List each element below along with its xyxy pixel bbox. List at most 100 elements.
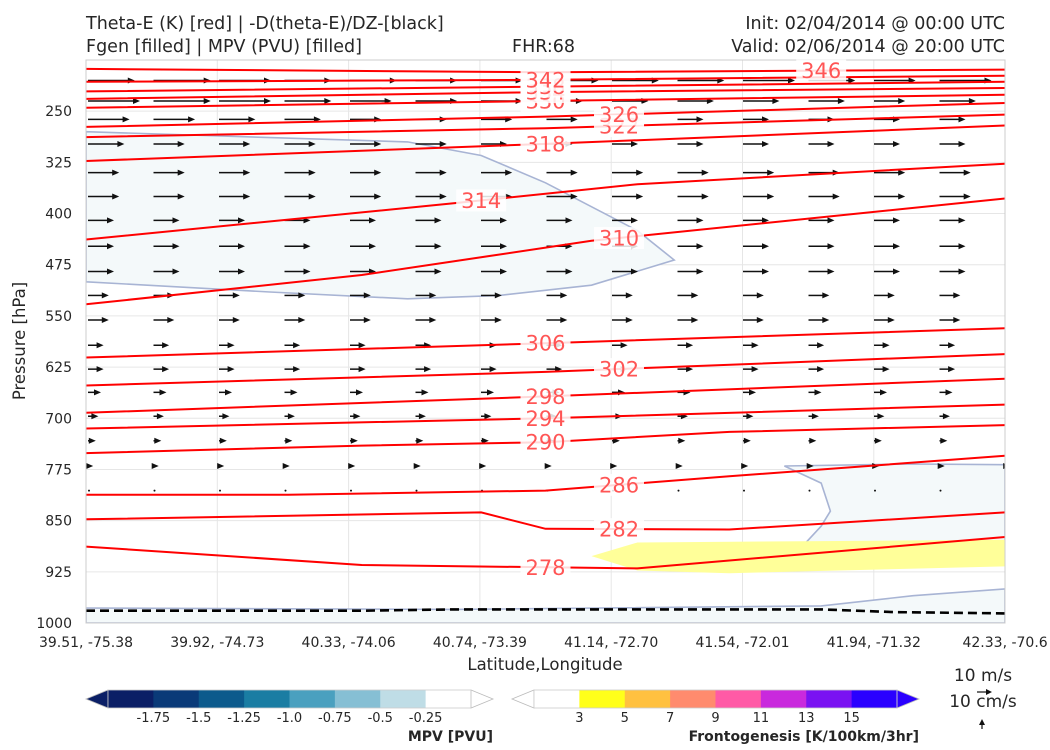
- colorbar-tick-label: 9: [711, 711, 719, 726]
- wind-vector: [874, 169, 906, 176]
- colorbar-segment: [108, 690, 154, 708]
- y-tick-label: 775: [45, 462, 72, 478]
- contour-label-bg: [520, 132, 571, 155]
- wind-vector: [284, 292, 306, 299]
- wind-vector: [415, 317, 437, 324]
- wind-vector: [350, 413, 361, 420]
- wind-vector: [939, 437, 948, 444]
- contour-label: 294: [525, 407, 565, 431]
- wind-vector: [939, 342, 956, 349]
- wind-vector: [284, 413, 295, 420]
- mpv-region: [86, 588, 1005, 623]
- wind-vector: [219, 243, 245, 250]
- wind-vector: [808, 437, 817, 444]
- wind-vector: [939, 169, 971, 176]
- theta-e-contour: [86, 511, 1005, 531]
- contour-label: 278: [525, 556, 565, 580]
- wind-vector: [939, 217, 966, 224]
- wind-vector: [677, 169, 709, 176]
- wind-vector: [808, 389, 822, 396]
- wind-vector: [743, 77, 795, 84]
- contour-label-bg: [520, 556, 571, 579]
- colorbar-tick-label: 15: [843, 711, 860, 726]
- wind-vector: [743, 292, 764, 299]
- colorbar-segment: [425, 690, 472, 708]
- colorbar-segment: [624, 690, 671, 708]
- wind-vector: [1005, 141, 1031, 147]
- wind-vector: [677, 317, 699, 324]
- wind-vector: [939, 389, 953, 396]
- y-tick-label: 625: [45, 360, 72, 376]
- colorbar-tick-label: 5: [621, 711, 629, 726]
- wind-vector: [743, 169, 775, 176]
- wind-vector: [88, 317, 109, 324]
- wind-vector: [743, 489, 745, 492]
- wind-vector: [284, 317, 306, 324]
- colorbar-segment: [198, 690, 245, 708]
- wind-vector: [677, 342, 694, 349]
- wind-vector: [350, 217, 376, 224]
- wind-vector: [481, 217, 507, 224]
- wind-vector: [153, 169, 185, 176]
- wind-vector: [219, 413, 230, 420]
- x-tick-label: 41.54, -72.01: [695, 635, 789, 651]
- wind-vector: [677, 193, 709, 200]
- theta-e-contour: [86, 536, 1005, 570]
- contour-label: 346: [801, 59, 841, 83]
- x-tick-label: 39.51, -75.38: [39, 635, 133, 651]
- wind-vector: [153, 366, 170, 373]
- wind-vector: [741, 463, 749, 470]
- wind-vector: [1005, 170, 1036, 176]
- wind-vector: [153, 317, 175, 324]
- plot-frame: [85, 59, 1006, 624]
- wind-vector: [546, 217, 573, 224]
- wind-vector: [479, 463, 487, 470]
- wind-vector: [677, 116, 704, 123]
- wind-vector: [1005, 116, 1031, 122]
- x-axis-label: Latitude,Longitude: [467, 655, 622, 674]
- wind-vector: [1005, 317, 1026, 323]
- wind-vector: [284, 97, 332, 104]
- wind-vector: [284, 268, 311, 275]
- wind-vector: [88, 116, 130, 123]
- wind-vector: [350, 243, 376, 250]
- title-right-line1: Init: 02/04/2014 @ 00:00 UTC: [745, 14, 1005, 34]
- x-tick-label: 42.33, -70.6: [962, 635, 1047, 651]
- wind-vector: [415, 268, 442, 275]
- wind-vector: [282, 463, 290, 470]
- theta-e-contour: [86, 113, 1005, 139]
- x-tick-label: 41.94, -71.32: [827, 635, 921, 651]
- wind-vector: [939, 413, 950, 420]
- wind-vector: [874, 413, 885, 420]
- y-tick-label: 400: [45, 207, 72, 223]
- ref-vertical-label: 10 cm/s: [949, 692, 1017, 712]
- wind-vector: [481, 366, 497, 373]
- wind-vector: [546, 317, 568, 324]
- colorbar-segment: [579, 690, 626, 708]
- wind-vector: [743, 193, 775, 200]
- wind-vector: [874, 268, 900, 275]
- wind-vector: [677, 217, 704, 224]
- wind-vector: [284, 489, 287, 492]
- wind-vector: [808, 489, 811, 492]
- wind-vector: [808, 317, 830, 324]
- wind-vector: [1005, 292, 1026, 298]
- y-tick-label: 250: [45, 104, 72, 120]
- y-tick-label: 925: [45, 565, 72, 581]
- colorbar-segment: [334, 690, 381, 708]
- wind-vector: [284, 366, 301, 373]
- wind-vector: [350, 292, 371, 299]
- contour-label-bg: [520, 385, 571, 408]
- wind-vector: [415, 437, 424, 444]
- contour-label-bg: [594, 227, 645, 250]
- wind-vector: [219, 366, 235, 373]
- wind-vector: [415, 140, 447, 147]
- wind-vector: [612, 292, 633, 299]
- wind-vector: [88, 389, 101, 396]
- colorbar-segment: [244, 690, 290, 708]
- colorbar-tick-label: -1.5: [186, 711, 211, 726]
- wind-vector: [413, 463, 421, 470]
- wind-vector: [350, 489, 352, 492]
- wind-vector: [612, 342, 628, 349]
